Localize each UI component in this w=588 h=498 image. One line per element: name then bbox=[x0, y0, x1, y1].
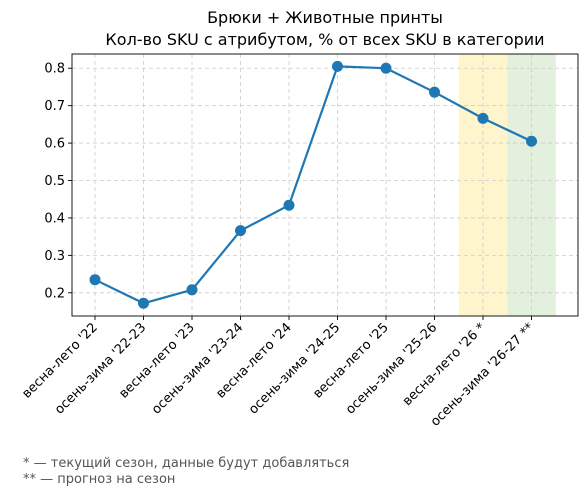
x-tick-label: осень-зима '23-24 bbox=[149, 320, 246, 417]
data-point bbox=[138, 297, 149, 309]
x-tick-label: осень-зима '25-26 bbox=[343, 320, 440, 417]
chart-title: Брюки + Животные принты bbox=[207, 8, 443, 27]
data-point bbox=[380, 62, 392, 74]
highlight-band bbox=[458, 54, 508, 316]
series-line bbox=[94, 65, 532, 305]
y-tick-label: 0.2 bbox=[44, 286, 65, 301]
data-point bbox=[429, 86, 440, 98]
y-tick-label: 0.7 bbox=[44, 99, 65, 114]
chart-subtitle: Кол-во SKU с атрибутом, % от всех SKU в … bbox=[105, 30, 545, 49]
data-point bbox=[235, 225, 246, 237]
footnote-current-season: * — текущий сезон, данные будут добавлят… bbox=[23, 456, 350, 471]
data-point bbox=[477, 112, 489, 124]
x-tick-label: весна-лето '26 * bbox=[400, 320, 489, 409]
y-tick-label: 0.8 bbox=[44, 62, 65, 77]
highlight-band bbox=[507, 54, 556, 316]
data-point bbox=[89, 274, 101, 286]
plot-frame bbox=[71, 53, 579, 317]
data-point bbox=[283, 199, 295, 211]
y-tick-label: 0.6 bbox=[44, 137, 65, 152]
footnote-forecast: ** — прогноз на сезон bbox=[23, 472, 176, 487]
y-tick-label: 0.4 bbox=[44, 211, 65, 226]
y-tick-label: 0.5 bbox=[44, 174, 65, 189]
y-tick-label: 0.3 bbox=[44, 249, 65, 264]
x-tick-label: осень-зима '24-25 bbox=[246, 320, 343, 417]
data-point bbox=[526, 135, 537, 147]
x-tick-label: осень-зима '22-23 bbox=[52, 320, 149, 417]
data-point bbox=[332, 60, 343, 72]
data-point bbox=[186, 284, 198, 296]
